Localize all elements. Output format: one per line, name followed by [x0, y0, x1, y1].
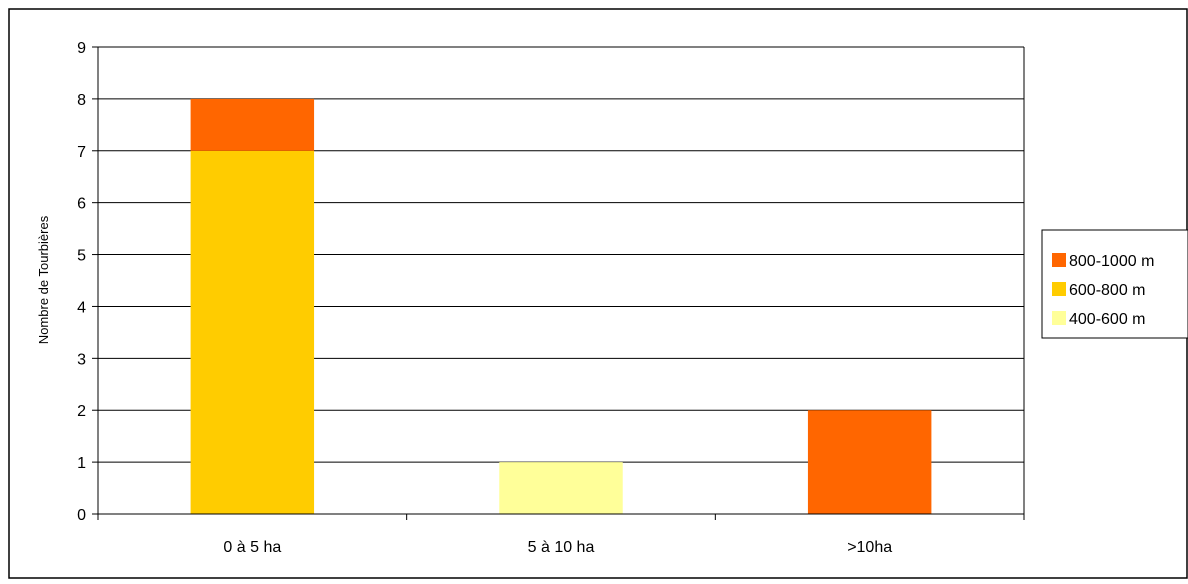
y-tick-label: 0 [77, 507, 86, 524]
y-tick-label: 5 [77, 248, 86, 265]
legend-swatch [1052, 311, 1066, 325]
legend-label: 800-1000 m [1069, 253, 1154, 270]
y-tick-label: 9 [77, 40, 86, 57]
y-tick-label: 6 [77, 196, 86, 213]
y-tick-label: 3 [77, 351, 86, 368]
legend-swatch [1052, 253, 1066, 267]
y-tick-label: 1 [77, 455, 86, 472]
bar-800-1000-m-cat-2 [807, 410, 932, 514]
y-axis-label: Nombre de Tourbières [36, 215, 51, 344]
x-tick-label: 5 à 10 ha [528, 539, 595, 556]
x-tick-label: 0 à 5 ha [223, 539, 281, 556]
y-tick-label: 7 [77, 144, 86, 161]
x-tick-label: >10ha [847, 539, 892, 556]
legend-box [1041, 229, 1188, 339]
y-tick-label: 4 [77, 299, 86, 316]
legend: 800-1000 m 600-800 m 400-600 m [1041, 229, 1188, 339]
legend-label: 400-600 m [1069, 311, 1146, 328]
y-tick-label: 2 [77, 403, 86, 420]
bar-400-600-m-cat-1 [499, 462, 623, 514]
bar-800-1000-m-cat-0 [190, 98, 315, 151]
bar-600-800-m-cat-0 [190, 150, 315, 514]
y-tick-label: 8 [77, 92, 86, 109]
legend-swatch [1052, 282, 1066, 296]
legend-label: 600-800 m [1069, 282, 1146, 299]
